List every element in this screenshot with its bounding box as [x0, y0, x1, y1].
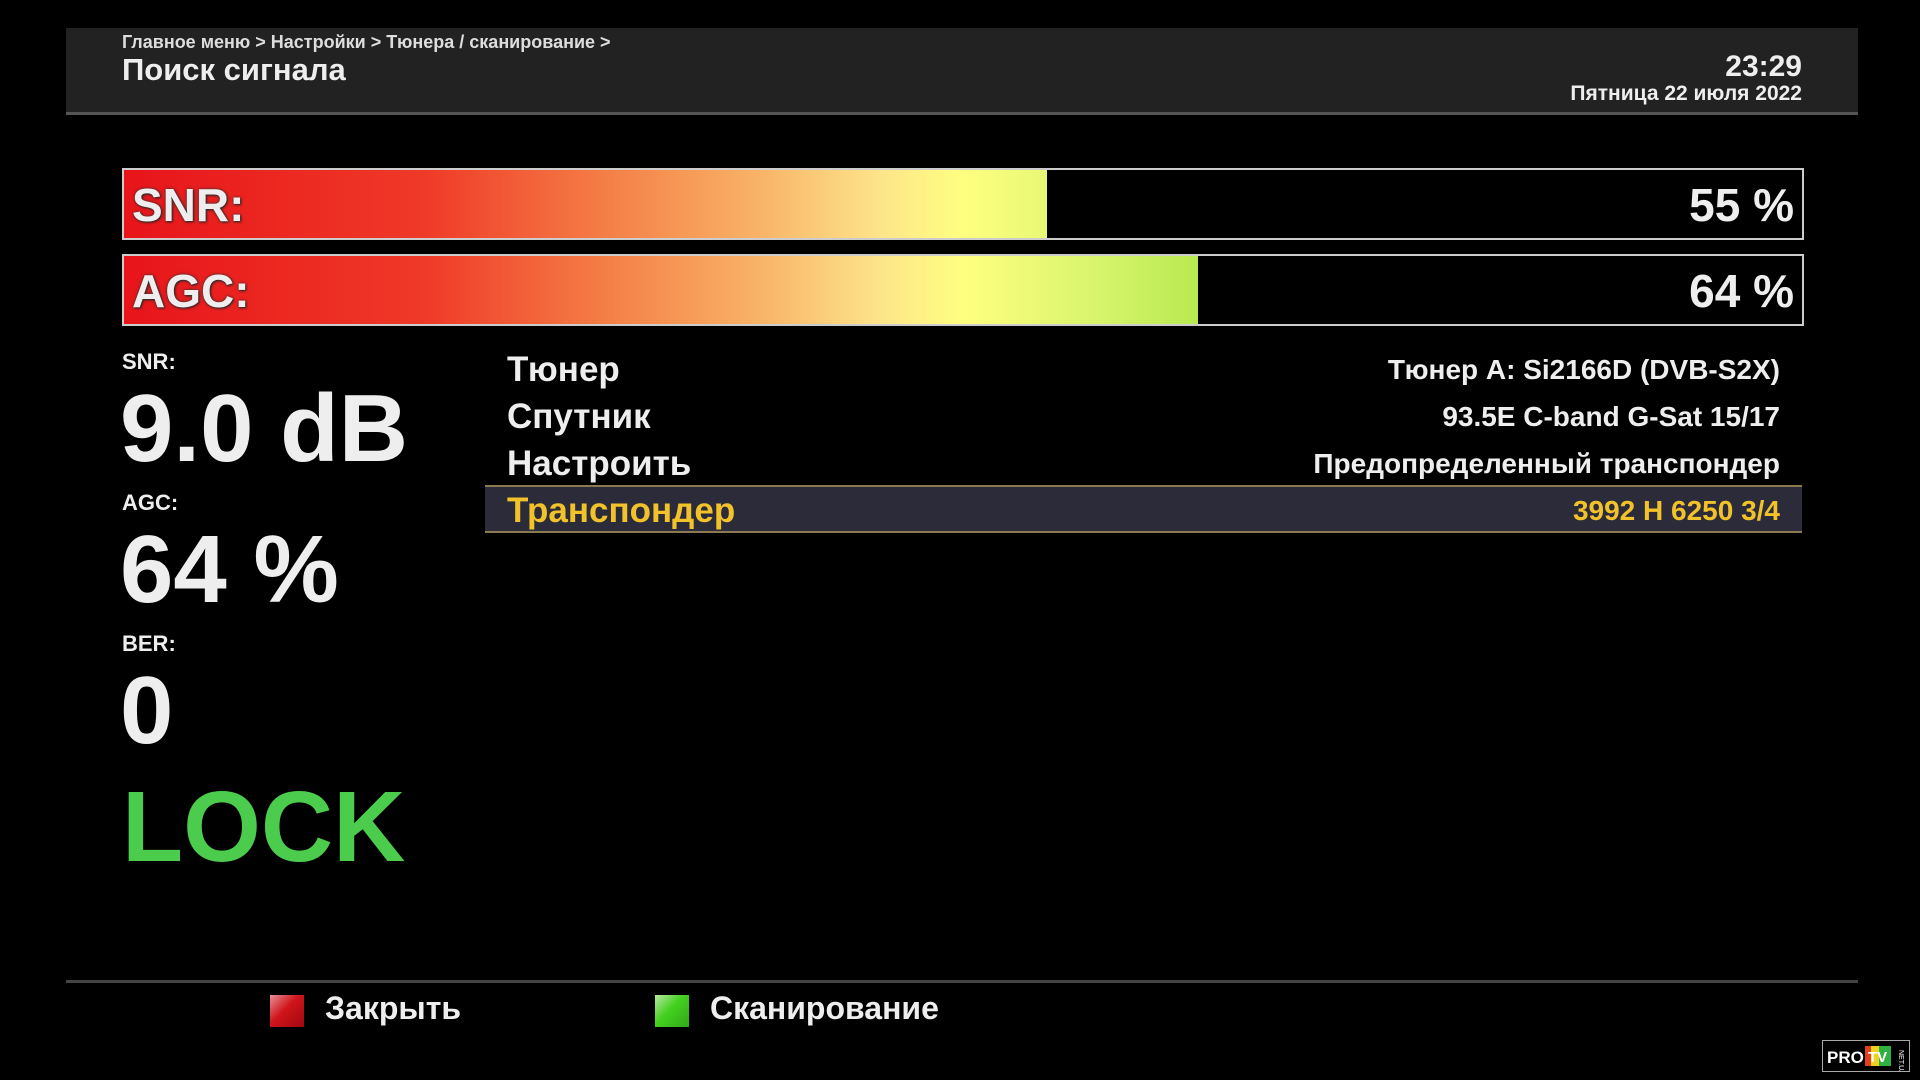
row-value: Предопределенный транспондер	[1313, 448, 1780, 479]
row-setup[interactable]: Настроить Предопределенный транспондер	[485, 440, 1802, 484]
red-key-icon	[270, 995, 304, 1027]
row-transponder[interactable]: Транспондер 3992 H 6250 3/4	[485, 485, 1802, 533]
row-label: Транспондер	[507, 491, 736, 530]
snr-bar-label: SNR:	[132, 179, 245, 231]
watermark-logo: PRO TV NET.UA	[1822, 1040, 1910, 1075]
agc-bar-label: AGC:	[132, 265, 250, 317]
snr-bar-value: 55 %	[1689, 179, 1794, 231]
row-value: 93.5E C-band G-Sat 15/17	[1442, 401, 1780, 432]
header-bar: Главное меню > Настройки > Тюнера / скан…	[66, 28, 1858, 115]
snr-bar: SNR: 55 %	[122, 168, 1804, 240]
agc-bar-empty	[1197, 256, 1802, 324]
ber-label: BER:	[122, 631, 176, 656]
close-button[interactable]: Закрыть	[325, 990, 462, 1026]
snr-value: 9.0 dB	[120, 375, 409, 482]
row-label: Настроить	[507, 444, 692, 483]
row-value: 3992 H 6250 3/4	[1572, 495, 1780, 526]
svg-text:NET.UA: NET.UA	[1897, 1050, 1904, 1071]
svg-text:TV: TV	[1868, 1049, 1887, 1066]
row-label: Спутник	[507, 397, 651, 436]
agc-bar-value: 64 %	[1689, 265, 1794, 317]
row-label: Тюнер	[507, 350, 620, 389]
svg-text:PRO: PRO	[1827, 1048, 1864, 1067]
agc-value: 64 %	[120, 516, 339, 623]
clock-date: Пятница 22 июля 2022	[1570, 82, 1802, 105]
clock-time: 23:29	[1725, 50, 1802, 83]
agc-bar: AGC: 64 %	[122, 254, 1804, 326]
snr-bar-empty	[1046, 170, 1802, 238]
green-key-icon	[655, 995, 689, 1027]
lock-status: LOCK	[122, 771, 406, 883]
row-value: Тюнер A: Si2166D (DVB-S2X)	[1387, 354, 1780, 385]
row-satellite[interactable]: Спутник 93.5E C-band G-Sat 15/17	[485, 393, 1802, 437]
scan-button[interactable]: Сканирование	[710, 990, 939, 1026]
row-tuner[interactable]: Тюнер Тюнер A: Si2166D (DVB-S2X)	[485, 346, 1802, 390]
agc-label: AGC:	[122, 490, 179, 515]
footer-divider	[66, 980, 1858, 983]
breadcrumb: Главное меню > Настройки > Тюнера / скан…	[122, 32, 611, 52]
ber-value: 0	[120, 657, 174, 764]
snr-label: SNR:	[122, 349, 176, 374]
page-title: Поиск сигнала	[122, 52, 346, 87]
